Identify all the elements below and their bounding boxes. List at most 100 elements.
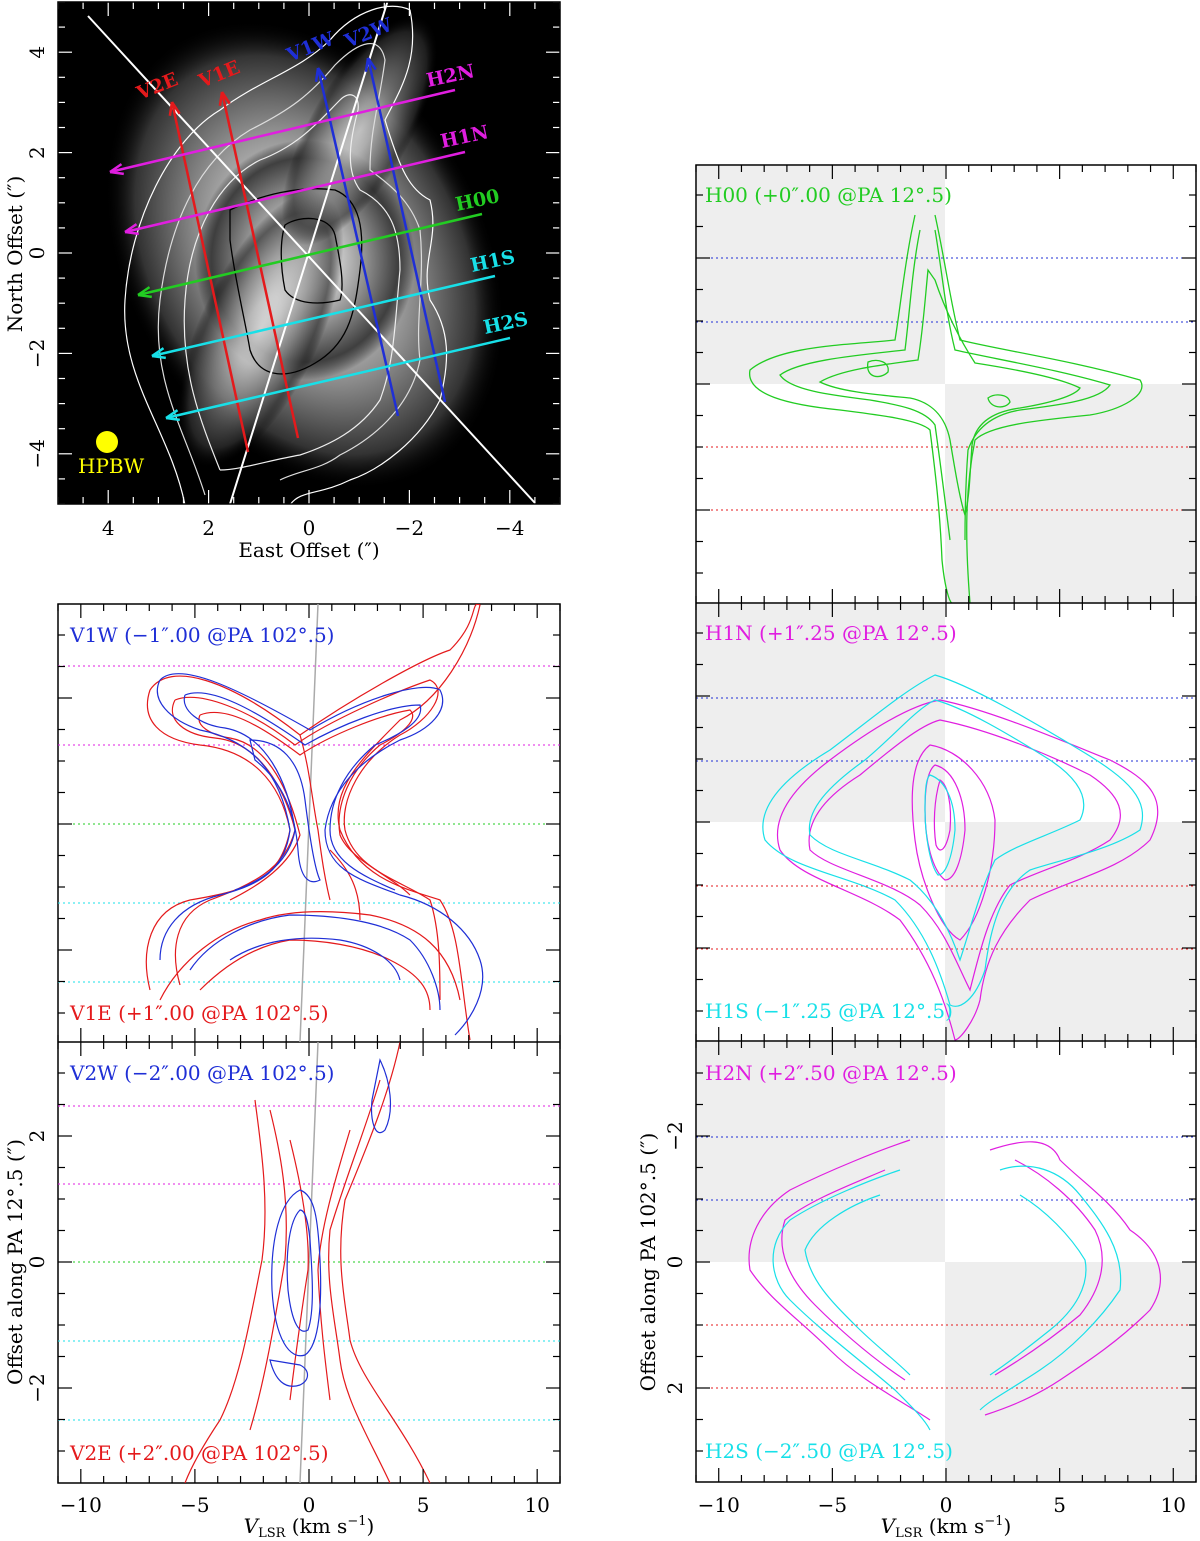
pv-h-x-tick-labels: −10 −5 0 5 10 bbox=[698, 1493, 1186, 1517]
pv-h-y-axis-title: Offset along PA 102°.5 (″) bbox=[636, 1133, 660, 1392]
map-y-tick-labels: −4 −2 0 2 4 bbox=[25, 46, 49, 469]
pv-h1-plot: H1N (+1″.25 @PA 12°.5) H1S (−1″.25 @PA 1… bbox=[696, 621, 1196, 1041]
beam-ellipse bbox=[96, 431, 118, 453]
contour-v2e bbox=[249, 1079, 391, 1483]
contour-v1w bbox=[159, 673, 484, 1036]
pv-y-tick-label: −2 bbox=[25, 1373, 49, 1402]
pv-y-tick-label: 2 bbox=[663, 1382, 687, 1395]
contour-h2s bbox=[979, 1165, 1122, 1411]
pv-x-tick-label: 10 bbox=[524, 1493, 549, 1517]
map-contour bbox=[124, 5, 448, 504]
contour-v1e bbox=[159, 911, 461, 1011]
pv-v-ticks bbox=[57, 604, 561, 1483]
contour-v1w bbox=[183, 692, 422, 891]
pv-y-tick-label: 2 bbox=[25, 1130, 49, 1143]
pv-y-tick-label: 0 bbox=[25, 1256, 49, 1269]
pv-h-x-axis-title: VLSR (km s−1) bbox=[881, 1514, 1012, 1541]
pv-v2-top-label: V2W (−2″.00 @PA 102°.5) bbox=[69, 1061, 334, 1085]
contour-h00 bbox=[818, 268, 1081, 518]
pv-h2-top-label: H2N (+2″.50 @PA 12°.5) bbox=[705, 1061, 957, 1085]
pv-x-tick-label: −10 bbox=[60, 1493, 102, 1517]
contour-h2n bbox=[994, 1159, 1103, 1376]
map-axis-line bbox=[229, 2, 389, 504]
map-contour bbox=[229, 188, 363, 375]
contour-h2n bbox=[748, 1139, 931, 1421]
map-x-tick-label: −2 bbox=[395, 516, 424, 540]
contour-h1s bbox=[762, 674, 1144, 1007]
contour-h2s bbox=[989, 1194, 1087, 1376]
contour-v1e bbox=[145, 604, 481, 1041]
map-x-axis-title: East Offset (″) bbox=[238, 538, 379, 562]
pv-h2-plot: H2N (+2″.50 @PA 12°.5) H2S (−2″.50 @PA 1… bbox=[696, 1061, 1196, 1463]
map-y-tick-label: 0 bbox=[25, 247, 49, 260]
contour-h1n bbox=[911, 744, 996, 941]
pv-v-y-axis-title: Offset along PA 12°.5 (″) bbox=[3, 1139, 27, 1385]
contour-h2n bbox=[781, 1169, 906, 1381]
contour-v1w bbox=[156, 679, 291, 961]
map-ticks bbox=[57, 1, 561, 505]
pv-x-tick-label: 10 bbox=[1161, 1493, 1186, 1517]
pv-y-tick-label: 0 bbox=[663, 1256, 687, 1269]
map-x-tick-label: −4 bbox=[495, 516, 524, 540]
map-x-tick-label: 4 bbox=[102, 516, 115, 540]
contour-h1n bbox=[776, 699, 1159, 1041]
pv-y-tick-label: −2 bbox=[663, 1121, 687, 1150]
pv-v-x-axis-title: VLSR (km s−1) bbox=[244, 1514, 375, 1541]
pv-x-tick-label: −10 bbox=[698, 1493, 740, 1517]
map-y-axis-title: North Offset (″) bbox=[3, 176, 27, 333]
pv-x-tick-label: −5 bbox=[818, 1493, 847, 1517]
contour-v2w bbox=[271, 1189, 322, 1357]
contour-h1n bbox=[933, 779, 952, 851]
systemic-line bbox=[299, 1042, 319, 1483]
contour-h1s bbox=[808, 699, 1085, 962]
contour-v1e bbox=[299, 734, 361, 921]
map-y-tick-label: −2 bbox=[25, 339, 49, 368]
pv-h1-bottom-label: H1S (−1″.25 @PA 12°.5) bbox=[705, 999, 953, 1023]
contour-h00 bbox=[987, 394, 1011, 408]
contour-v2w bbox=[286, 1209, 313, 1332]
pv-v-y-tick-labels: −2 0 2 bbox=[25, 1130, 49, 1403]
map-x-tick-label: 2 bbox=[202, 516, 215, 540]
contour-v2w bbox=[370, 1058, 391, 1134]
pv-v2-plot: V2W (−2″.00 @PA 102°.5) V2E (+2″.00 @PA … bbox=[58, 1042, 560, 1483]
contour-h2s bbox=[772, 1169, 931, 1431]
map-contour bbox=[183, 94, 401, 471]
pv-h0-plot: H00 (+0″.00 @PA 12°.5) bbox=[696, 183, 1196, 603]
map-contour bbox=[280, 217, 343, 304]
pv-v1-top-label: V1W (−1″.00 @PA 102°.5) bbox=[69, 623, 334, 647]
contour-v1w bbox=[249, 739, 321, 883]
pv-x-tick-label: 5 bbox=[1053, 1493, 1066, 1517]
contour-v1w bbox=[189, 914, 441, 1011]
contour-h2s bbox=[804, 1194, 911, 1376]
map-y-tick-label: 2 bbox=[25, 146, 49, 159]
beam-label: HPBW bbox=[78, 454, 145, 478]
contour-v2w bbox=[269, 1359, 309, 1387]
systemic-line bbox=[299, 604, 319, 1042]
pv-v-x-tick-labels: −10 −5 0 5 10 bbox=[60, 1493, 550, 1517]
pv-x-tick-label: 0 bbox=[303, 1493, 316, 1517]
pv-h1-top-label: H1N (+1″.25 @PA 12°.5) bbox=[705, 621, 957, 645]
pv-vertical-panels: V1W (−1″.00 @PA 102°.5) V1E (+1″.00 @PA … bbox=[3, 603, 561, 1541]
contour-v2e bbox=[289, 1129, 351, 1401]
contour-h1n bbox=[808, 719, 1121, 992]
pv-v1-plot: V1W (−1″.00 @PA 102°.5) V1E (+1″.00 @PA … bbox=[58, 604, 560, 1042]
map-y-tick-label: −4 bbox=[25, 439, 49, 468]
map-axis-line bbox=[87, 15, 536, 504]
map-x-tick-label: 0 bbox=[303, 516, 316, 540]
contour-h1s bbox=[924, 774, 956, 876]
pv-x-tick-label: 5 bbox=[417, 1493, 430, 1517]
contour-v2e bbox=[184, 1042, 431, 1483]
map-contour bbox=[157, 43, 423, 496]
contour-h00 bbox=[779, 229, 1112, 541]
pv-x-tick-label: −5 bbox=[180, 1493, 209, 1517]
pv-v2-bottom-label: V2E (+2″.00 @PA 102°.5) bbox=[69, 1441, 329, 1465]
pv-x-tick-label: 0 bbox=[940, 1493, 953, 1517]
pv-h2-bottom-label: H2S (−2″.50 @PA 12°.5) bbox=[705, 1439, 953, 1463]
map-y-tick-label: 4 bbox=[25, 46, 49, 59]
map-x-tick-labels: 4 2 0 −2 −4 bbox=[102, 516, 525, 540]
pv-h-ticks bbox=[695, 165, 1197, 1482]
pv-v1-bottom-label: V1E (+1″.00 @PA 102°.5) bbox=[69, 1001, 329, 1025]
pv-horizontal-panels: H00 (+0″.00 @PA 12°.5) H1N (+1″.25 @PA 1… bbox=[636, 164, 1197, 1541]
